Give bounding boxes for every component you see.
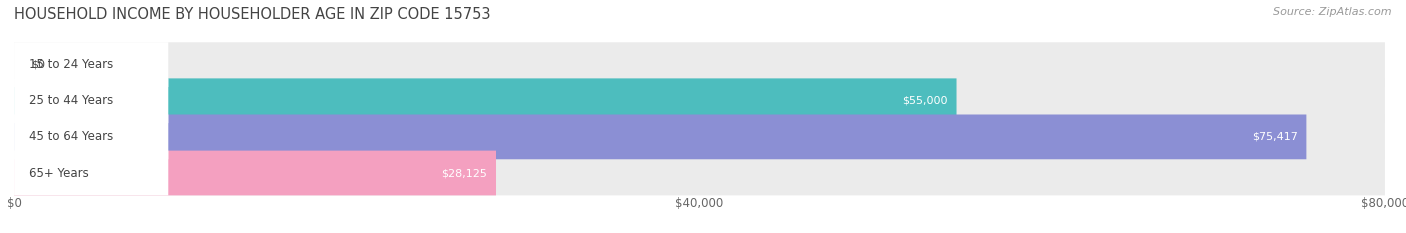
Text: $28,125: $28,125: [441, 168, 488, 178]
FancyBboxPatch shape: [14, 78, 1385, 123]
Text: $55,000: $55,000: [903, 96, 948, 106]
Text: 25 to 44 Years: 25 to 44 Years: [30, 94, 114, 107]
Text: 15 to 24 Years: 15 to 24 Years: [30, 58, 114, 71]
FancyBboxPatch shape: [14, 114, 1306, 159]
FancyBboxPatch shape: [14, 42, 169, 87]
Text: HOUSEHOLD INCOME BY HOUSEHOLDER AGE IN ZIP CODE 15753: HOUSEHOLD INCOME BY HOUSEHOLDER AGE IN Z…: [14, 7, 491, 22]
Text: 65+ Years: 65+ Years: [30, 167, 89, 179]
FancyBboxPatch shape: [14, 151, 1385, 195]
FancyBboxPatch shape: [14, 151, 169, 195]
FancyBboxPatch shape: [14, 42, 1385, 87]
Text: Source: ZipAtlas.com: Source: ZipAtlas.com: [1274, 7, 1392, 17]
Text: $0: $0: [31, 60, 45, 70]
FancyBboxPatch shape: [14, 114, 169, 159]
FancyBboxPatch shape: [14, 114, 1385, 159]
Text: 45 to 64 Years: 45 to 64 Years: [30, 130, 114, 143]
FancyBboxPatch shape: [14, 78, 169, 123]
FancyBboxPatch shape: [14, 78, 956, 123]
FancyBboxPatch shape: [14, 151, 496, 195]
Text: $75,417: $75,417: [1251, 132, 1298, 142]
